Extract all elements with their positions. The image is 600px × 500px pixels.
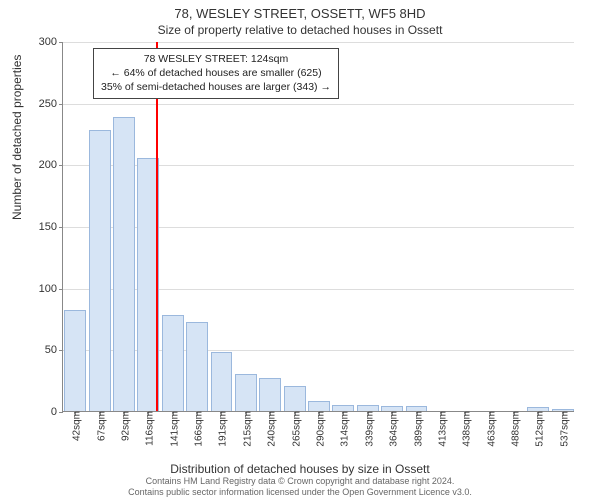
bar xyxy=(64,310,86,411)
bar xyxy=(89,130,111,411)
xtick-label: 166sqm xyxy=(190,411,205,447)
xtick-label: 512sqm xyxy=(531,411,546,447)
footer-attribution: Contains HM Land Registry data © Crown c… xyxy=(0,476,600,499)
xtick-label: 463sqm xyxy=(482,411,497,447)
bar xyxy=(211,352,233,411)
histogram-chart: 05010015020025030042sqm67sqm92sqm116sqm1… xyxy=(62,42,574,412)
ytick-label: 150 xyxy=(39,221,63,233)
bar xyxy=(113,117,135,411)
xtick-label: 141sqm xyxy=(165,411,180,447)
xtick-label: 42sqm xyxy=(68,411,83,441)
xtick-label: 339sqm xyxy=(360,411,375,447)
bar xyxy=(284,386,306,411)
xtick-label: 413sqm xyxy=(433,411,448,447)
xtick-label: 389sqm xyxy=(409,411,424,447)
ytick-label: 50 xyxy=(45,344,63,356)
bar xyxy=(308,401,330,411)
footer-line2: Contains public sector information licen… xyxy=(0,487,600,498)
xtick-label: 290sqm xyxy=(312,411,327,447)
x-axis-label: Distribution of detached houses by size … xyxy=(0,462,600,476)
ytick-label: 100 xyxy=(39,283,63,295)
bar xyxy=(186,322,208,411)
xtick-label: 116sqm xyxy=(141,411,156,446)
annotation-line1: 78 WESLEY STREET: 124sqm xyxy=(101,52,331,66)
xtick-label: 191sqm xyxy=(214,411,229,447)
xtick-label: 488sqm xyxy=(507,411,522,447)
xtick-label: 92sqm xyxy=(116,411,131,441)
ytick-label: 0 xyxy=(51,406,63,418)
xtick-label: 314sqm xyxy=(336,411,351,447)
annotation-line2: ← 64% of detached houses are smaller (62… xyxy=(101,66,331,80)
xtick-label: 240sqm xyxy=(263,411,278,447)
gridline xyxy=(63,104,574,105)
bar xyxy=(162,315,184,411)
ytick-label: 200 xyxy=(39,159,63,171)
xtick-label: 364sqm xyxy=(385,411,400,447)
xtick-label: 67sqm xyxy=(92,411,107,441)
title-sub: Size of property relative to detached ho… xyxy=(0,21,600,37)
xtick-label: 537sqm xyxy=(555,411,570,447)
annotation-line3: 35% of semi-detached houses are larger (… xyxy=(101,80,331,94)
xtick-label: 215sqm xyxy=(238,411,253,447)
bar xyxy=(259,378,281,411)
bar xyxy=(235,374,257,411)
y-axis-label: Number of detached properties xyxy=(10,55,24,220)
title-main: 78, WESLEY STREET, OSSETT, WF5 8HD xyxy=(0,0,600,21)
xtick-label: 265sqm xyxy=(287,411,302,447)
gridline xyxy=(63,42,574,43)
annotation-box: 78 WESLEY STREET: 124sqm← 64% of detache… xyxy=(93,48,339,99)
footer-line1: Contains HM Land Registry data © Crown c… xyxy=(0,476,600,487)
xtick-label: 438sqm xyxy=(458,411,473,447)
ytick-label: 250 xyxy=(39,98,63,110)
ytick-label: 300 xyxy=(39,36,63,48)
